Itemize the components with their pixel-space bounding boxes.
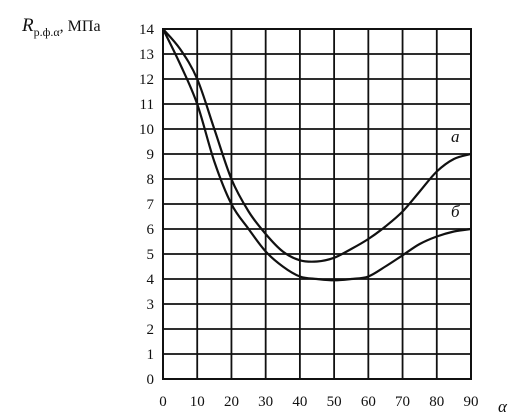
x-tick-label-20: 20 — [224, 394, 239, 410]
x-tick-label-40: 40 — [292, 394, 307, 410]
y-tick-label-3: 3 — [147, 297, 155, 313]
y-axis-label: Rр.ф.α, МПа — [21, 15, 101, 39]
y-axis-label-main: R — [21, 15, 34, 36]
y-tick-label-1: 1 — [147, 347, 155, 363]
y-tick-label-14: 14 — [139, 22, 155, 38]
y-tick-label-12: 12 — [139, 72, 154, 88]
y-tick-label-6: 6 — [147, 222, 155, 238]
y-tick-label-5: 5 — [147, 247, 155, 263]
plot-frame — [162, 28, 472, 380]
y-tick-label-4: 4 — [147, 272, 155, 288]
grid-lines — [162, 28, 472, 380]
x-tick-label-70: 70 — [395, 394, 410, 410]
x-tick-label-0: 0 — [159, 394, 167, 410]
series-label-0: а — [451, 127, 460, 146]
y-tick-label-7: 7 — [147, 197, 155, 213]
y-tick-label-0: 0 — [147, 372, 155, 388]
x-tick-label-60: 60 — [361, 394, 376, 410]
y-axis-label-unit: , МПа — [60, 18, 101, 35]
y-tick-label-10: 10 — [139, 122, 154, 138]
series-line-1 — [162, 28, 472, 282]
x-tick-label-80: 80 — [429, 394, 444, 410]
y-tick-label-8: 8 — [147, 172, 155, 188]
y-tick-label-9: 9 — [147, 147, 155, 163]
y-tick-label-2: 2 — [147, 322, 155, 338]
x-tick-label-90: 90 — [464, 394, 479, 410]
curve-labels: аб — [451, 127, 460, 221]
y-tick-label-13: 13 — [139, 47, 154, 63]
x-tick-label-50: 50 — [327, 394, 342, 410]
x-tick-label-10: 10 — [190, 394, 205, 410]
x-tick-label-30: 30 — [258, 394, 273, 410]
curves — [162, 28, 472, 282]
y-axis-label-subscript: р.ф.α — [34, 25, 61, 39]
y-tick-label-11: 11 — [140, 97, 154, 113]
series-label-1: б — [451, 202, 460, 221]
series-line-0 — [162, 28, 472, 263]
x-axis-label: α — [498, 397, 508, 416]
